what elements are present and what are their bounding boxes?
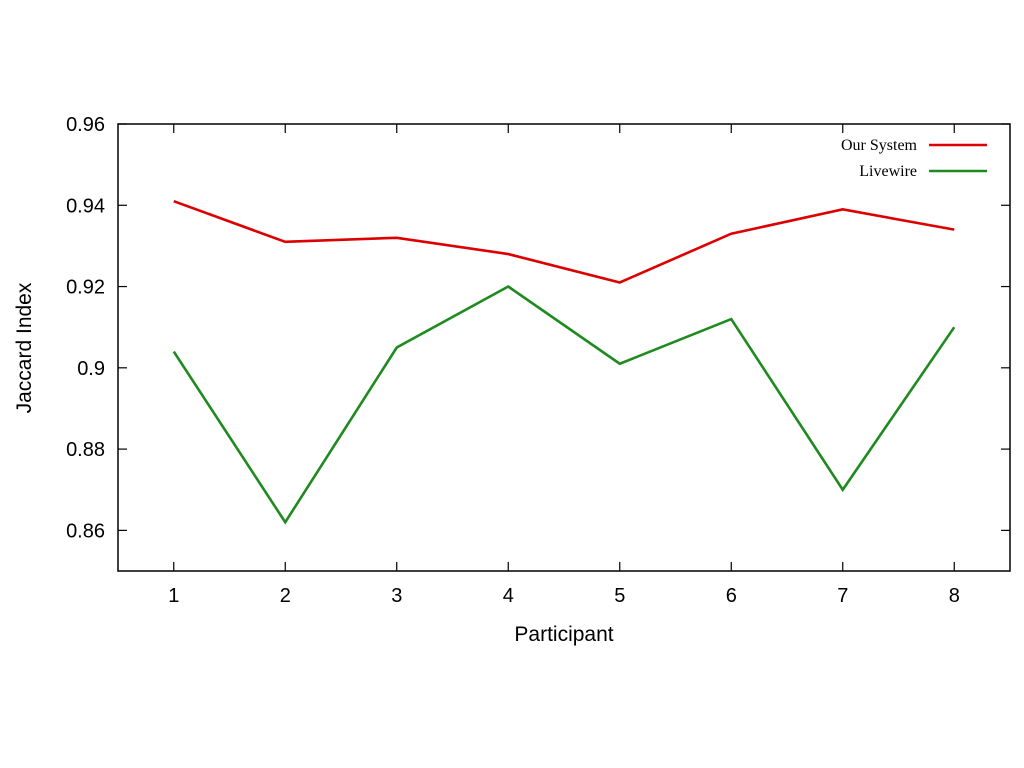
x-tick-label: 7 [837, 585, 848, 607]
y-tick-label: 0.96 [66, 114, 105, 136]
x-tick-label: 2 [280, 585, 291, 607]
x-tick-label: 8 [949, 585, 960, 607]
y-tick-label: 0.9 [77, 358, 105, 380]
y-tick-label: 0.86 [66, 520, 105, 542]
plot-frame [117, 123, 1011, 572]
series-line-livewire [172, 285, 956, 525]
legend: Our System Livewire [841, 137, 987, 180]
series-lines [172, 199, 956, 525]
axis-ticks: 0.86 0.88 0.9 0.92 0.94 0.96 1 2 3 4 5 6 7 8 [66, 114, 1010, 607]
x-axis-title: Participant [514, 623, 613, 646]
y-tick-label: 0.92 [66, 277, 105, 299]
x-tick-label: 3 [391, 585, 402, 607]
legend-label-our-system: Our System [841, 137, 918, 154]
x-tick-label: 6 [726, 585, 737, 607]
x-tick-label: 1 [168, 585, 179, 607]
series-line-our-system [173, 199, 955, 284]
y-tick-label: 0.94 [66, 195, 105, 217]
legend-label-livewire: Livewire [859, 163, 917, 180]
y-axis-title: Jaccard Index [13, 282, 36, 413]
y-tick-label: 0.88 [66, 439, 105, 461]
x-tick-label: 4 [503, 585, 514, 607]
x-tick-label: 5 [614, 585, 625, 607]
